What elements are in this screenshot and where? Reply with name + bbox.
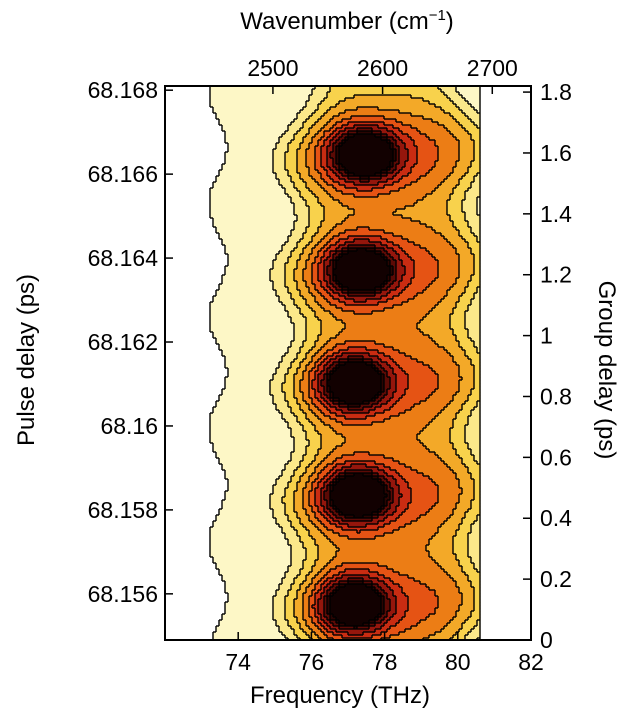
plot-area <box>209 86 480 642</box>
